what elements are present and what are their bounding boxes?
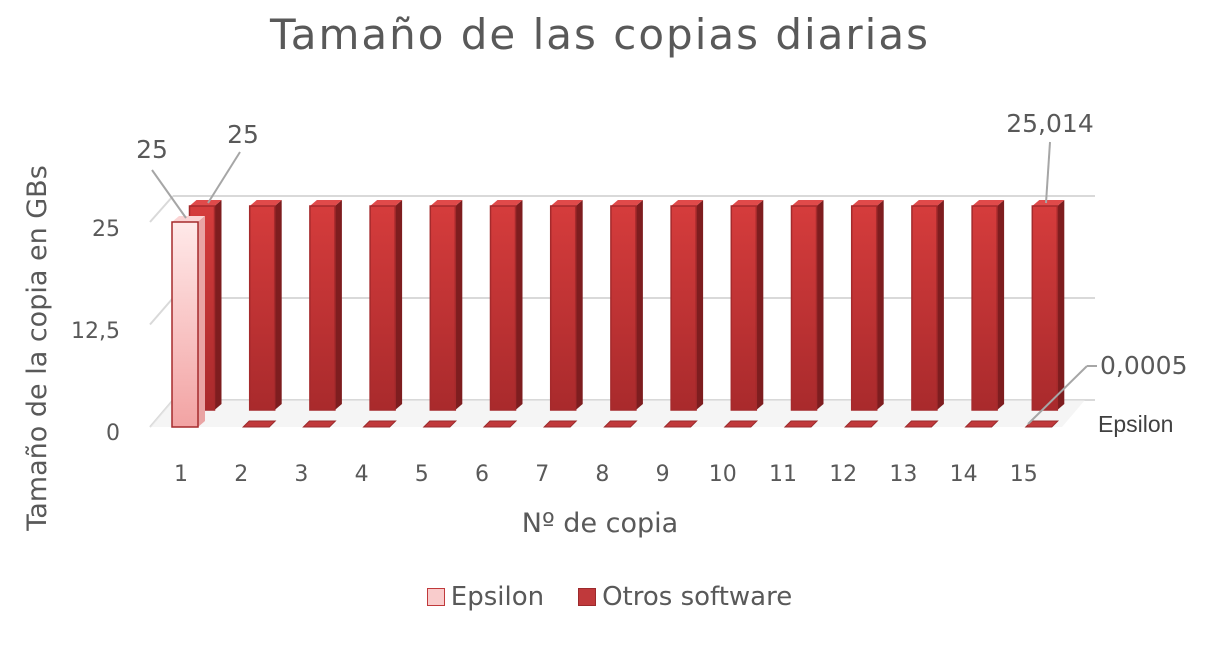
bar-otros-software <box>309 200 342 411</box>
bar-epsilon <box>603 420 638 428</box>
legend-label-otros-software: Otros software <box>602 582 793 612</box>
bar-otros-software <box>549 200 583 411</box>
x-axis-title: Nº de copia <box>522 508 678 539</box>
data-label-leader <box>151 169 187 219</box>
x-tick-label: 5 <box>415 462 429 487</box>
legend-label-epsilon: Epsilon <box>450 582 545 612</box>
bar-otros-software <box>971 200 1005 411</box>
x-tick-label: 6 <box>475 462 489 487</box>
y-tick-label: 12,5 <box>71 319 120 344</box>
bar-epsilon <box>422 420 458 428</box>
series-depth-label: Epsilon <box>1098 411 1173 437</box>
bar-otros-software <box>248 200 282 411</box>
bar-otros-software <box>610 200 643 411</box>
bar-otros-software <box>730 200 764 411</box>
bar-otros-software <box>369 200 403 411</box>
y-tick-label: 25 <box>92 217 120 242</box>
bar-epsilon <box>663 420 698 428</box>
bar-epsilon <box>964 420 999 428</box>
data-label-leader <box>1027 365 1088 425</box>
x-tick-label: 3 <box>294 462 308 487</box>
bar-otros-software <box>670 200 704 411</box>
x-tick-label: 2 <box>234 462 248 487</box>
x-tick-label: 10 <box>709 462 737 487</box>
x-tick-label: 4 <box>355 462 369 487</box>
bar-otros-software <box>1031 200 1065 411</box>
bar-otros-software <box>850 200 884 411</box>
bar-otros-software <box>911 200 944 411</box>
bar-epsilon <box>542 420 578 428</box>
y-tick-label: 0 <box>106 421 120 446</box>
x-tick-label: 13 <box>889 462 917 487</box>
x-tick-label: 12 <box>829 462 857 487</box>
x-tick-label: 7 <box>535 462 549 487</box>
bar-epsilon <box>171 216 205 428</box>
legend-item-epsilon[interactable]: Epsilon <box>426 582 545 612</box>
data-label: 25,014 <box>1006 109 1093 138</box>
data-label: 25 <box>227 120 259 149</box>
bar-epsilon <box>904 420 939 428</box>
bar-epsilon <box>843 420 879 428</box>
x-tick-label: 9 <box>656 462 670 487</box>
x-tick-label: 11 <box>769 462 797 487</box>
data-label: 25 <box>136 135 168 164</box>
bar-epsilon <box>241 420 277 428</box>
gridline-top-depth <box>149 195 174 223</box>
legend-item-otros-software[interactable]: Otros software <box>578 582 792 612</box>
bar-epsilon <box>783 420 819 428</box>
legend-swatch-otros-software <box>578 588 597 606</box>
data-label-leader <box>1045 141 1051 204</box>
x-tick-label: 1 <box>174 462 188 487</box>
x-tick-label: 14 <box>950 462 978 487</box>
data-label-leader <box>207 151 241 204</box>
gridline-mid-depth <box>149 297 174 326</box>
data-label: 0,0005 <box>1100 351 1187 380</box>
y-axis-title: Tamaño de la copia en GBs <box>22 165 53 532</box>
legend: Epsilon Otros software <box>0 582 1219 612</box>
chart-title: Tamaño de las copias diarias <box>270 10 930 59</box>
bar-epsilon <box>482 420 518 428</box>
bar-epsilon <box>723 420 759 428</box>
bar-otros-software <box>489 200 523 411</box>
bar-epsilon <box>362 420 397 428</box>
bar-epsilon <box>302 420 337 428</box>
x-tick-label: 15 <box>1010 462 1038 487</box>
bar-otros-software <box>429 200 463 411</box>
bar-otros-software <box>790 200 824 411</box>
legend-swatch-epsilon <box>426 588 445 606</box>
x-tick-label: 8 <box>595 462 609 487</box>
